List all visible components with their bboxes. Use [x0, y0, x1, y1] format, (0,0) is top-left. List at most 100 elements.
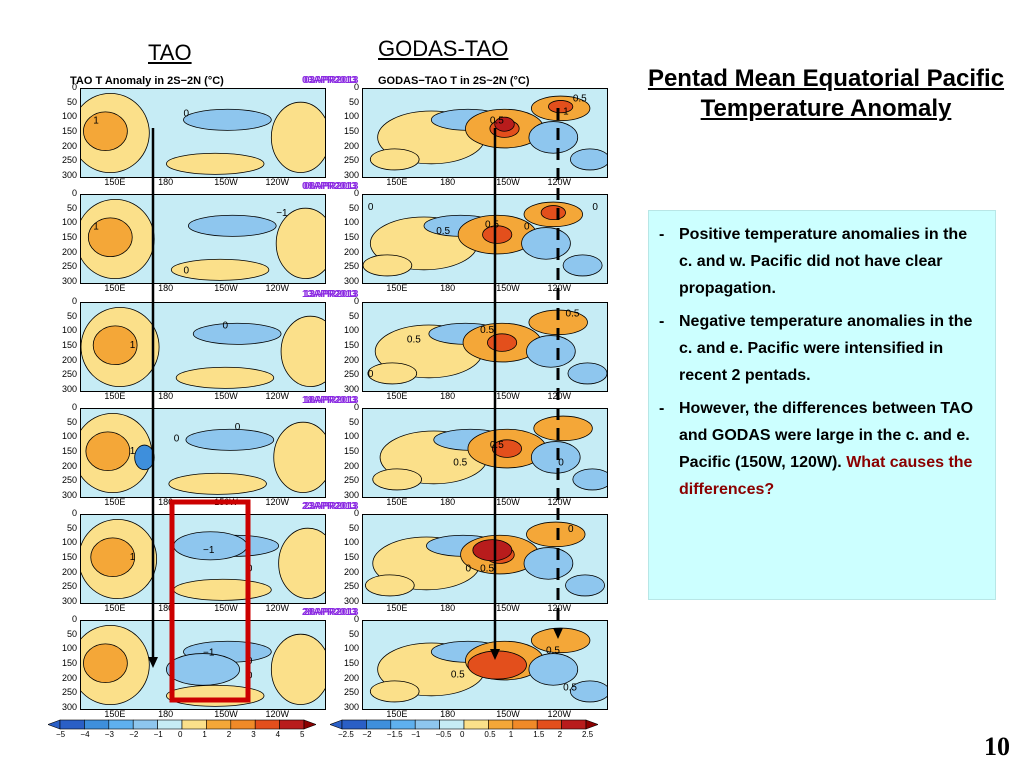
y-tick-label: 0 [353, 614, 359, 624]
x-tick-label: 180 [158, 177, 174, 187]
contour-region [85, 431, 131, 472]
x-tick-label: 120W [265, 603, 289, 613]
colorbar-swatch [206, 719, 232, 730]
x-tick-label: 150E [386, 177, 408, 187]
tao-colorbar [48, 719, 316, 730]
contour-label: 1 [130, 446, 136, 457]
x-tick-label: 150W [496, 497, 520, 507]
panel-date: 08APR2013 [302, 181, 357, 192]
y-tick-label: 150 [343, 446, 359, 456]
colorbar-tick-label: 5 [300, 730, 305, 739]
contour-label: 0 [235, 422, 241, 433]
godas-panel: 0.5 0.5 0 [362, 408, 608, 498]
x-tick-label: 120W [265, 709, 289, 719]
y-tick-label: 100 [343, 325, 359, 336]
contour-region [570, 148, 607, 171]
contour-region [487, 333, 518, 352]
tao-header: TAO [148, 40, 192, 65]
colorbar-tick-label: −2 [362, 730, 372, 739]
colorbar-swatch [366, 719, 392, 730]
note-text: Positive temperature anomalies in the c.… [679, 226, 968, 297]
tao-heatmap: −1 0 0 [81, 625, 325, 707]
y-tick-label: 150 [343, 232, 359, 242]
y-tick-label: 100 [61, 431, 77, 442]
y-tick-label: 200 [61, 246, 77, 257]
contour-region [491, 439, 523, 458]
y-tick-label: 250 [61, 261, 77, 272]
colorbar-swatch [181, 719, 207, 730]
x-tick-label: 150E [104, 283, 126, 293]
y-tick-label: 250 [61, 581, 77, 592]
colorbar-swatch [463, 719, 489, 730]
y-tick-label: 50 [348, 310, 359, 321]
colorbar-tick-label: −1.5 [386, 730, 403, 739]
y-tick-label: 200 [343, 672, 359, 683]
x-tick-label: 150E [104, 603, 126, 613]
x-tick-label: 150W [496, 177, 520, 187]
x-tick-label: 120W [547, 391, 571, 401]
panel-date: 18APR2013 [304, 395, 359, 406]
x-tick-label: 150E [104, 391, 126, 401]
y-tick-label: 200 [61, 672, 77, 683]
colorbar-swatch [108, 719, 134, 730]
contour-label: 1 [93, 115, 99, 126]
contour-label: −1 [276, 208, 288, 219]
contour-region [278, 527, 325, 599]
panel-date: 08APR2013 [304, 181, 359, 192]
y-tick-label: 50 [348, 628, 359, 639]
y-tick-label: 50 [66, 416, 77, 427]
contour-region [170, 258, 270, 281]
note-text: Negative temperature anomalies in the c.… [679, 313, 973, 384]
note-text: However, the differences between TAO and… [679, 400, 974, 471]
x-tick-label: 120W [547, 283, 571, 293]
contour-region [472, 539, 513, 562]
contour-region [165, 152, 265, 175]
x-tick-label: 120W [547, 603, 571, 613]
colorbar-swatch [157, 719, 183, 730]
contour-label: 0 [368, 369, 374, 380]
x-tick-label: 150E [386, 283, 408, 293]
x-tick-label: 150W [214, 603, 238, 613]
colorbar-tick-label: −5 [56, 730, 66, 739]
contour-region [173, 578, 272, 601]
y-tick-label: 100 [343, 217, 359, 228]
contour-label: 0 [247, 656, 253, 667]
contour-region [567, 362, 607, 385]
godas-heatmap: 0.5 0.5 0.5 0 [367, 308, 607, 385]
y-tick-label: 300 [61, 490, 77, 500]
x-tick-label: 180 [440, 177, 456, 187]
panel-date: 03APR2013 [304, 75, 359, 86]
tao-heatmap: 01 [81, 307, 325, 389]
colorbar-tick-label: 2.5 [582, 730, 594, 739]
contour-region [365, 574, 415, 597]
y-tick-label: 0 [71, 82, 77, 92]
y-tick-label: 100 [61, 217, 77, 228]
contour-region [83, 111, 128, 152]
contour-label: 0.5 [546, 646, 560, 657]
x-tick-label: 180 [158, 603, 174, 613]
contour-label: 0.5 [563, 683, 577, 694]
main-title: Pentad Mean Equatorial Pacific Temperatu… [647, 65, 1005, 122]
contour-region [165, 684, 265, 707]
contour-label: 0.5 [490, 440, 504, 451]
x-tick-label: 150E [104, 497, 126, 507]
y-tick-label: 300 [61, 170, 77, 180]
contour-region [270, 633, 325, 705]
y-tick-label: 150 [61, 126, 77, 136]
tao-panel: −1 0 0 [80, 620, 326, 710]
x-tick-label: 150E [386, 603, 408, 613]
colorbar-tick-label: 1 [202, 730, 207, 739]
contour-label: 0.5 [566, 308, 580, 319]
contour-region [183, 108, 272, 131]
y-tick-label: 50 [66, 628, 77, 639]
x-tick-label: 120W [265, 177, 289, 187]
x-tick-label: 150E [386, 497, 408, 507]
contour-region [528, 121, 579, 154]
colorbar-tick-label: 2 [557, 730, 563, 739]
y-tick-label: 250 [343, 475, 359, 486]
godas-tao-header: GODAS-TAO [378, 36, 509, 61]
x-tick-label: 150W [214, 497, 238, 507]
y-tick-label: 0 [71, 508, 77, 518]
x-tick-label: 180 [440, 709, 456, 719]
